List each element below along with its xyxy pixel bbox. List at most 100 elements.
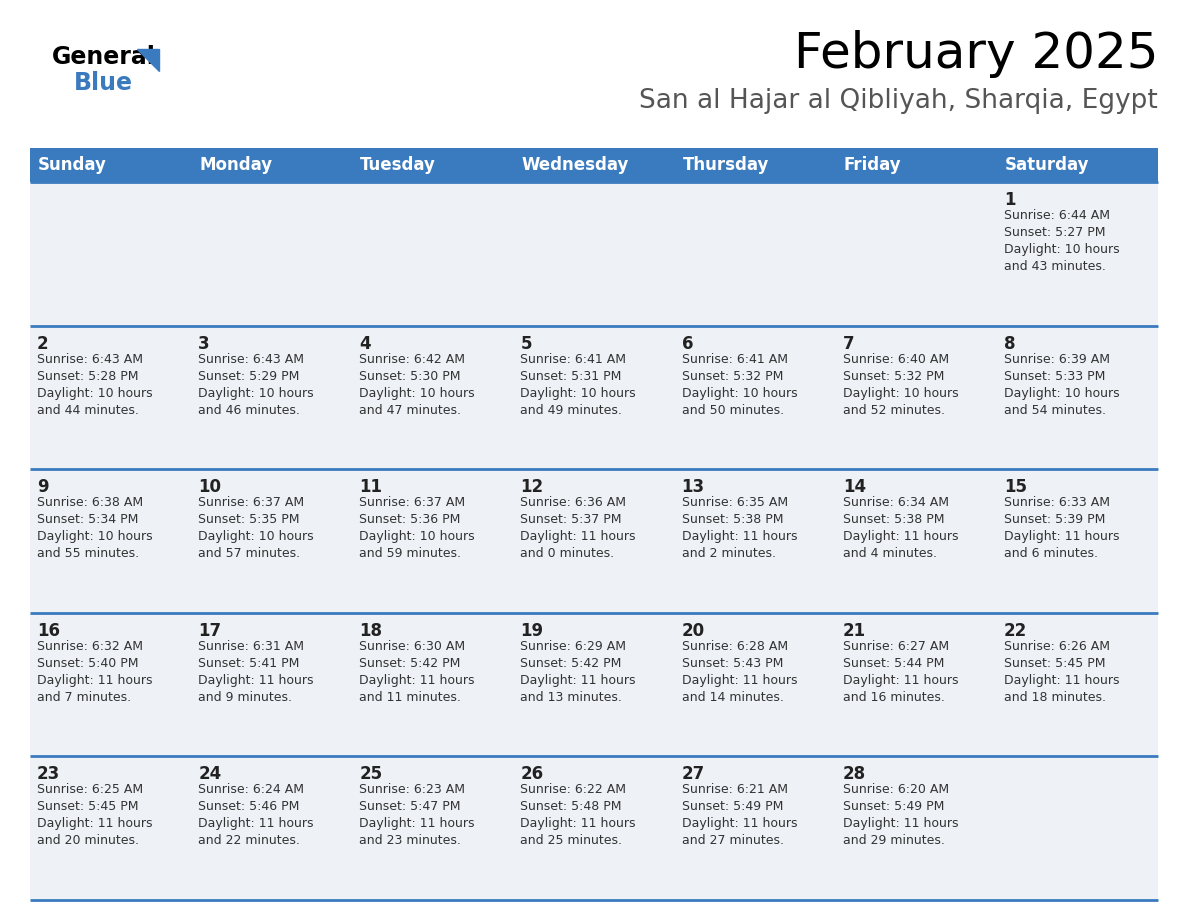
Text: Daylight: 10 hours: Daylight: 10 hours [198, 531, 314, 543]
Text: Daylight: 10 hours: Daylight: 10 hours [842, 386, 959, 399]
Text: Sunset: 5:30 PM: Sunset: 5:30 PM [359, 370, 461, 383]
Bar [30, 756, 1158, 900]
Text: Sunrise: 6:43 AM: Sunrise: 6:43 AM [37, 353, 143, 365]
Text: Daylight: 11 hours: Daylight: 11 hours [359, 817, 475, 831]
Text: Sunset: 5:45 PM: Sunset: 5:45 PM [1004, 656, 1105, 670]
Text: Sunset: 5:40 PM: Sunset: 5:40 PM [37, 656, 139, 670]
Text: 15: 15 [1004, 478, 1026, 497]
Text: Daylight: 10 hours: Daylight: 10 hours [1004, 386, 1119, 399]
Text: Sunset: 5:38 PM: Sunset: 5:38 PM [842, 513, 944, 526]
Bar [30, 613, 1158, 756]
Text: and 50 minutes.: and 50 minutes. [682, 404, 784, 417]
Bar [30, 326, 1158, 469]
Text: 4: 4 [359, 334, 371, 353]
Text: and 11 minutes.: and 11 minutes. [359, 691, 461, 704]
Text: Sunrise: 6:36 AM: Sunrise: 6:36 AM [520, 497, 626, 509]
Bar [30, 469, 1158, 613]
Text: 16: 16 [37, 621, 61, 640]
Text: Sunrise: 6:28 AM: Sunrise: 6:28 AM [682, 640, 788, 653]
Text: Sunrise: 6:25 AM: Sunrise: 6:25 AM [37, 783, 143, 797]
Text: 1: 1 [1004, 191, 1016, 209]
Text: Sunrise: 6:27 AM: Sunrise: 6:27 AM [842, 640, 949, 653]
Text: and 4 minutes.: and 4 minutes. [842, 547, 936, 560]
Text: Sunrise: 6:35 AM: Sunrise: 6:35 AM [682, 497, 788, 509]
Text: 18: 18 [359, 621, 383, 640]
Text: 19: 19 [520, 621, 544, 640]
Text: Sunset: 5:32 PM: Sunset: 5:32 PM [682, 370, 783, 383]
Text: and 49 minutes.: and 49 minutes. [520, 404, 623, 417]
Text: Sunrise: 6:23 AM: Sunrise: 6:23 AM [359, 783, 466, 797]
Polygon shape [137, 49, 159, 71]
Text: Daylight: 11 hours: Daylight: 11 hours [37, 817, 152, 831]
Text: Sunrise: 6:24 AM: Sunrise: 6:24 AM [198, 783, 304, 797]
Text: Sunset: 5:48 PM: Sunset: 5:48 PM [520, 800, 623, 813]
Text: and 18 minutes.: and 18 minutes. [1004, 691, 1106, 704]
Text: Sunset: 5:45 PM: Sunset: 5:45 PM [37, 800, 139, 813]
Text: Sunrise: 6:44 AM: Sunrise: 6:44 AM [1004, 209, 1110, 222]
Text: Friday: Friday [843, 156, 902, 174]
Text: and 23 minutes.: and 23 minutes. [359, 834, 461, 847]
Text: 6: 6 [682, 334, 693, 353]
Text: 17: 17 [198, 621, 221, 640]
Text: 10: 10 [198, 478, 221, 497]
Text: Sunrise: 6:29 AM: Sunrise: 6:29 AM [520, 640, 626, 653]
Text: Sunrise: 6:34 AM: Sunrise: 6:34 AM [842, 497, 949, 509]
Text: 20: 20 [682, 621, 704, 640]
Text: Daylight: 11 hours: Daylight: 11 hours [1004, 531, 1119, 543]
Text: Daylight: 11 hours: Daylight: 11 hours [520, 674, 636, 687]
Text: and 27 minutes.: and 27 minutes. [682, 834, 784, 847]
Text: Sunset: 5:42 PM: Sunset: 5:42 PM [359, 656, 461, 670]
Text: 21: 21 [842, 621, 866, 640]
Text: and 54 minutes.: and 54 minutes. [1004, 404, 1106, 417]
Text: Daylight: 10 hours: Daylight: 10 hours [37, 386, 152, 399]
Text: 5: 5 [520, 334, 532, 353]
Text: Sunrise: 6:31 AM: Sunrise: 6:31 AM [198, 640, 304, 653]
Text: Sunrise: 6:40 AM: Sunrise: 6:40 AM [842, 353, 949, 365]
Text: 28: 28 [842, 766, 866, 783]
Text: Sunrise: 6:37 AM: Sunrise: 6:37 AM [359, 497, 466, 509]
Text: Daylight: 11 hours: Daylight: 11 hours [37, 674, 152, 687]
Text: Daylight: 10 hours: Daylight: 10 hours [1004, 243, 1119, 256]
Text: Sunrise: 6:41 AM: Sunrise: 6:41 AM [682, 353, 788, 365]
Text: Sunrise: 6:42 AM: Sunrise: 6:42 AM [359, 353, 466, 365]
Text: Tuesday: Tuesday [360, 156, 436, 174]
Text: Sunset: 5:31 PM: Sunset: 5:31 PM [520, 370, 621, 383]
Text: Daylight: 11 hours: Daylight: 11 hours [842, 674, 959, 687]
Text: and 43 minutes.: and 43 minutes. [1004, 260, 1106, 273]
Text: and 0 minutes.: and 0 minutes. [520, 547, 614, 560]
Text: Sunset: 5:44 PM: Sunset: 5:44 PM [842, 656, 944, 670]
Text: Sunrise: 6:38 AM: Sunrise: 6:38 AM [37, 497, 143, 509]
Text: Daylight: 10 hours: Daylight: 10 hours [359, 386, 475, 399]
Text: Daylight: 11 hours: Daylight: 11 hours [682, 817, 797, 831]
Text: 24: 24 [198, 766, 221, 783]
Text: and 14 minutes.: and 14 minutes. [682, 691, 783, 704]
Text: 7: 7 [842, 334, 854, 353]
Text: Sunset: 5:43 PM: Sunset: 5:43 PM [682, 656, 783, 670]
Text: Sunset: 5:39 PM: Sunset: 5:39 PM [1004, 513, 1105, 526]
Text: Daylight: 11 hours: Daylight: 11 hours [1004, 674, 1119, 687]
Text: and 25 minutes.: and 25 minutes. [520, 834, 623, 847]
Text: 22: 22 [1004, 621, 1028, 640]
Text: Saturday: Saturday [1005, 156, 1089, 174]
Text: and 55 minutes.: and 55 minutes. [37, 547, 139, 560]
Text: 9: 9 [37, 478, 49, 497]
Text: Daylight: 10 hours: Daylight: 10 hours [520, 386, 636, 399]
Text: 13: 13 [682, 478, 704, 497]
Text: Daylight: 11 hours: Daylight: 11 hours [842, 531, 959, 543]
Text: Sunrise: 6:43 AM: Sunrise: 6:43 AM [198, 353, 304, 365]
Bar [30, 182, 1158, 326]
Text: and 44 minutes.: and 44 minutes. [37, 404, 139, 417]
Text: 11: 11 [359, 478, 383, 497]
Text: and 6 minutes.: and 6 minutes. [1004, 547, 1098, 560]
Text: and 59 minutes.: and 59 minutes. [359, 547, 461, 560]
Text: Daylight: 11 hours: Daylight: 11 hours [520, 531, 636, 543]
Text: Thursday: Thursday [683, 156, 769, 174]
Text: Daylight: 10 hours: Daylight: 10 hours [359, 531, 475, 543]
Text: 3: 3 [198, 334, 210, 353]
Text: Sunset: 5:35 PM: Sunset: 5:35 PM [198, 513, 299, 526]
Text: Sunset: 5:29 PM: Sunset: 5:29 PM [198, 370, 299, 383]
Text: Sunrise: 6:37 AM: Sunrise: 6:37 AM [198, 497, 304, 509]
Text: Sunset: 5:33 PM: Sunset: 5:33 PM [1004, 370, 1105, 383]
Text: and 16 minutes.: and 16 minutes. [842, 691, 944, 704]
Bar [30, 148, 1158, 182]
